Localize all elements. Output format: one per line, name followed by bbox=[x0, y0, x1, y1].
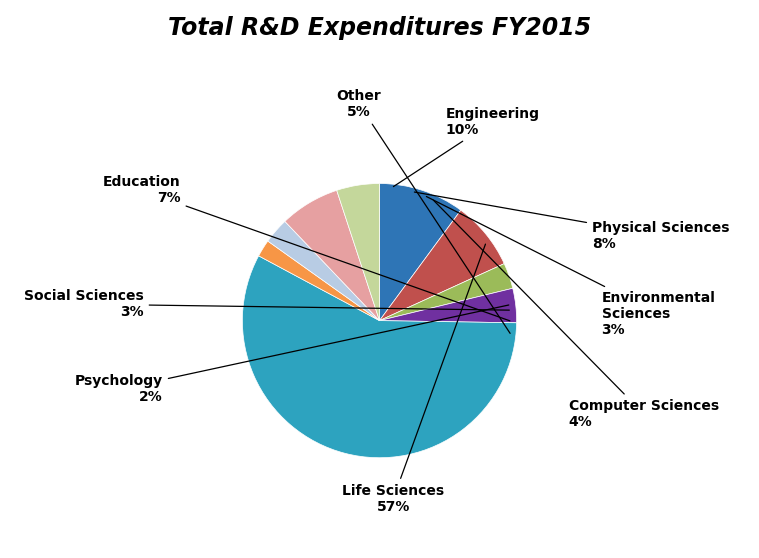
Wedge shape bbox=[380, 288, 517, 323]
Title: Total R&D Expenditures FY2015: Total R&D Expenditures FY2015 bbox=[168, 16, 591, 40]
Text: Education
7%: Education 7% bbox=[103, 175, 510, 321]
Wedge shape bbox=[337, 184, 380, 321]
Wedge shape bbox=[380, 210, 504, 321]
Text: Social Sciences
3%: Social Sciences 3% bbox=[24, 289, 509, 319]
Text: Life Sciences
57%: Life Sciences 57% bbox=[342, 244, 486, 514]
Wedge shape bbox=[242, 256, 517, 458]
Text: Engineering
10%: Engineering 10% bbox=[393, 107, 540, 186]
Wedge shape bbox=[380, 263, 513, 321]
Text: Environmental
Sciences
3%: Environmental Sciences 3% bbox=[427, 196, 716, 337]
Wedge shape bbox=[380, 184, 461, 321]
Wedge shape bbox=[268, 222, 380, 321]
Text: Other
5%: Other 5% bbox=[336, 89, 510, 333]
Text: Computer Sciences
4%: Computer Sciences 4% bbox=[433, 200, 719, 429]
Text: Psychology
2%: Psychology 2% bbox=[74, 305, 509, 404]
Text: Physical Sciences
8%: Physical Sciences 8% bbox=[414, 192, 729, 251]
Wedge shape bbox=[259, 241, 380, 321]
Wedge shape bbox=[285, 190, 380, 321]
